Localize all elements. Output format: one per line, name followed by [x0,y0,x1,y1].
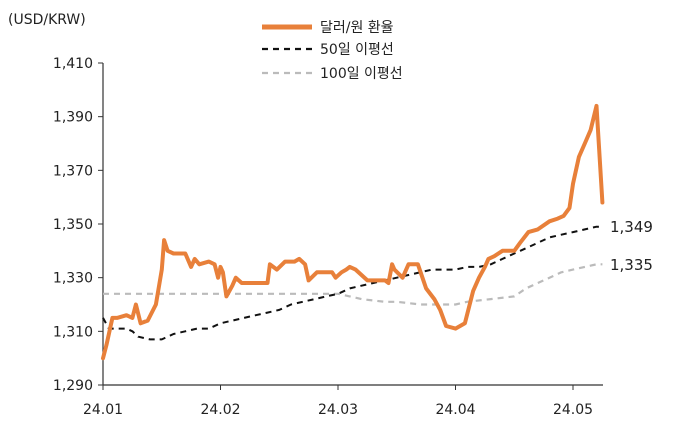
legend-label-ma50: 50일 이평선 [320,42,394,58]
series-lines [101,103,605,361]
end-label-ma50: 1,349 [610,218,653,236]
y-axis-unit-label: (USD/KRW) [8,12,86,28]
x-tick-label: 24.01 [83,402,123,418]
x-axis-ticks: 24.01 24.02 24.03 24.04 24.05 [83,385,593,418]
x-tick-label: 24.02 [200,402,240,418]
legend-label-usdkrw: 달러/원 환율 [320,20,394,36]
series-line-ma50 [102,225,603,341]
end-label-ma100: 1,335 [610,256,653,274]
y-axis-ticks: 1,290 1,310 1,330 1,350 1,370 1,390 1,410 [53,56,103,394]
x-tick-label: 24.05 [553,402,593,418]
y-tick-label: 1,330 [53,271,93,287]
legend: 달러/원 환율 50일 이평선 100일 이평선 [262,20,403,82]
y-tick-label: 1,390 [53,110,93,126]
legend-label-ma100: 100일 이평선 [320,66,403,82]
y-tick-label: 1,410 [53,56,93,72]
series-line-ma100 [103,263,603,306]
x-tick-label: 24.03 [318,402,358,418]
y-tick-label: 1,350 [53,217,93,233]
y-tick-label: 1,370 [53,163,93,179]
x-tick-label: 24.04 [435,402,475,418]
y-tick-label: 1,310 [53,324,93,340]
series-line-usdkrw [101,103,605,361]
y-tick-label: 1,290 [53,378,93,394]
axes [102,63,603,386]
